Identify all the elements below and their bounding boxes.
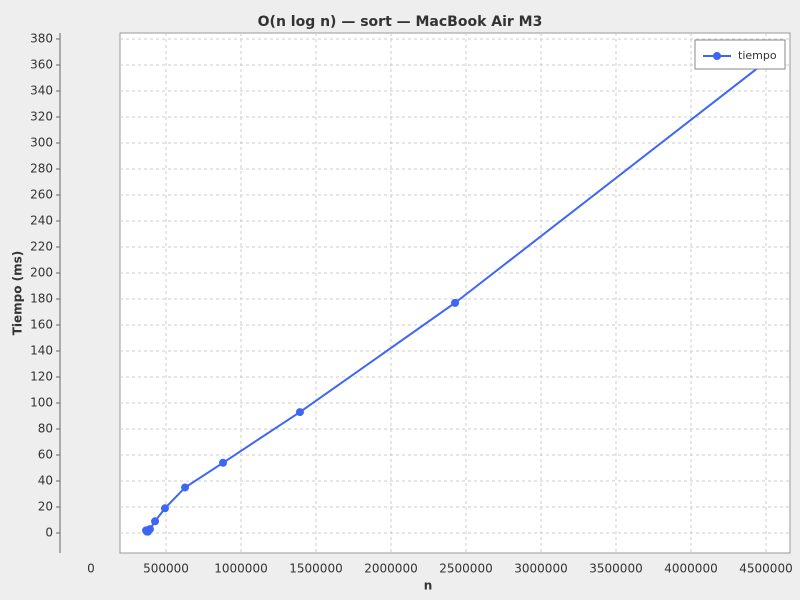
y-tick-label: 380	[30, 31, 53, 45]
x-tick-label: 3000000	[514, 562, 567, 576]
x-tick-label: 4500000	[739, 562, 792, 576]
y-tick-label: 320	[30, 109, 53, 123]
x-tick-label: 2000000	[364, 562, 417, 576]
y-tick-label: 140	[30, 343, 53, 357]
chart-title: O(n log n) — sort — MacBook Air M3	[258, 14, 543, 30]
y-tick-label: 360	[30, 57, 53, 71]
y-tick-label: 160	[30, 317, 53, 331]
y-tick-label: 100	[30, 395, 53, 409]
y-tick-label: 0	[45, 525, 53, 539]
y-tick-label: 80	[38, 421, 53, 435]
x-tick-label: 2500000	[439, 562, 492, 576]
x-tick-label: 3500000	[589, 562, 642, 576]
x-tick-label: 4000000	[664, 562, 717, 576]
y-tick-label: 40	[38, 473, 53, 487]
y-axis-label: Tiempo (ms)	[11, 251, 25, 336]
y-tick-label: 280	[30, 161, 53, 175]
y-tick-label: 20	[38, 499, 53, 513]
y-tick-label: 340	[30, 83, 53, 97]
y-tick-label: 260	[30, 187, 53, 201]
y-tick-label: 200	[30, 265, 53, 279]
point	[145, 525, 154, 534]
legend-label: tiempo	[738, 49, 777, 62]
point	[451, 298, 460, 307]
y-tick-label: 240	[30, 213, 53, 227]
point	[295, 408, 304, 417]
point	[151, 517, 160, 526]
y-tick-label: 180	[30, 291, 53, 305]
point	[181, 483, 190, 492]
x-tick-label: 1000000	[214, 562, 267, 576]
legend-swatch	[713, 52, 721, 60]
x-tick-label: 0	[87, 562, 95, 576]
x-tick-label: 1500000	[289, 562, 342, 576]
y-tick-label: 220	[30, 239, 53, 253]
legend-box	[694, 39, 786, 70]
point	[160, 504, 169, 513]
x-tick-label: 500000	[143, 562, 189, 576]
plot-area	[119, 32, 791, 554]
x-axis-label: n	[424, 579, 433, 593]
point	[219, 458, 228, 467]
y-tick-label: 60	[38, 447, 53, 461]
y-tick-label: 120	[30, 369, 53, 383]
y-tick-label: 300	[30, 135, 53, 149]
